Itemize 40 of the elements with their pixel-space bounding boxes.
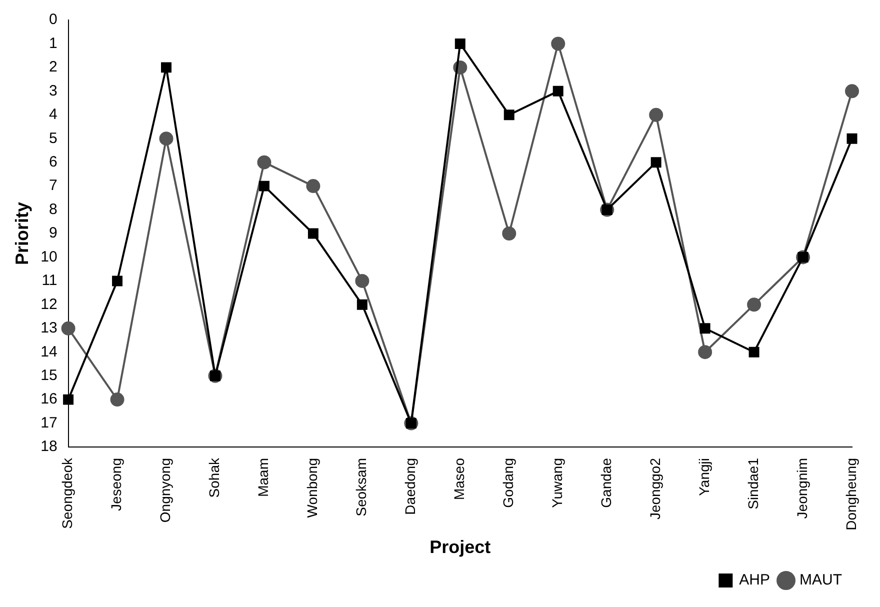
y-axis-title: Priority: [12, 202, 32, 266]
x-tick-label: Maseo: [451, 458, 467, 500]
x-tick-label: Wonbong: [304, 458, 320, 518]
x-tick-label: Ongnyong: [157, 458, 174, 523]
y-tick-label: 5: [48, 130, 58, 147]
y-tick-label: 15: [40, 366, 58, 384]
x-tick-label: Dongheung: [842, 458, 859, 530]
y-tick-label: 14: [40, 343, 58, 360]
y-tick-label: 16: [40, 390, 58, 408]
x-tick-label: Sindae1: [744, 458, 761, 510]
x-tick-label: Jeongnim: [794, 458, 810, 519]
x-tick-label: Godang: [500, 458, 516, 508]
x-tick-label: Maam: [255, 458, 272, 497]
y-tick-label: 3: [48, 82, 58, 100]
y-tick-label: 8: [48, 200, 58, 218]
y-tick-label: 4: [48, 106, 58, 124]
x-tick-label: Jeseong: [108, 458, 124, 511]
x-tick-label: Seoksam: [353, 458, 370, 516]
x-axis-title: Project: [430, 537, 491, 558]
y-tick-label: 2: [48, 58, 58, 76]
y-tick-label: 7: [48, 177, 58, 194]
x-tick-label: Gandae: [598, 458, 614, 508]
y-tick-label: 9: [48, 224, 58, 242]
x-tick-label: Seongdeok: [59, 457, 76, 529]
y-tick-label: 13: [40, 320, 58, 337]
y-tick-label: 0: [48, 11, 58, 28]
x-tick-label: Yangji: [696, 458, 712, 496]
y-tick-label: 17: [40, 414, 58, 432]
x-tick-label: Daedong: [402, 458, 418, 515]
legend-label: MAUT: [800, 572, 842, 589]
legend-label: AHP: [739, 572, 770, 589]
x-tick-label: Jeonggo2: [646, 458, 663, 520]
x-tick-label: Sohak: [206, 457, 222, 498]
y-tick-label: 11: [42, 272, 58, 290]
y-tick-label: 1: [48, 34, 58, 52]
x-tick-label: Yuwang: [548, 458, 565, 508]
y-tick-label: 6: [48, 153, 58, 170]
y-tick-label: 12: [40, 296, 58, 313]
y-tick-label: 10: [40, 248, 58, 266]
y-tick-label: 18: [40, 438, 58, 456]
